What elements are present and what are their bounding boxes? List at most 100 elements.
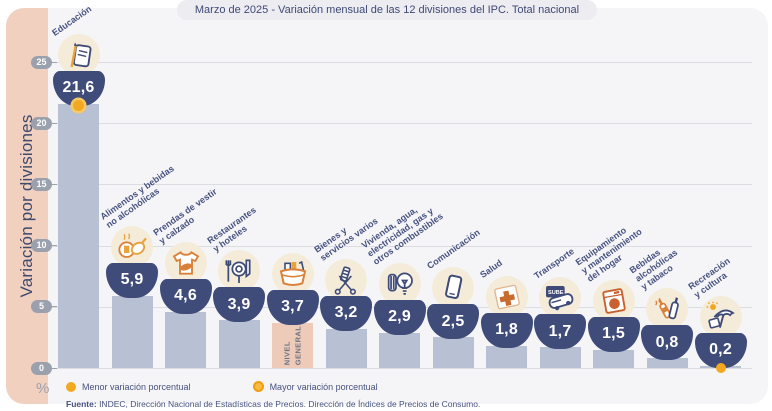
cutlery-icon [218,250,260,293]
value-bowl: 4,6 [159,278,212,314]
source-note: Fuente: INDEC, Dirección Nacional de Est… [66,399,480,409]
source-text: INDEC, Dirección Nacional de Estadística… [96,399,481,409]
value-label: 3,9 [227,295,251,313]
value-label: 4,6 [174,287,197,305]
nivel-general-bar-label: NIVEL GENERAL [282,325,303,366]
legend: Menor variación porcentual Mayor variació… [66,381,378,392]
washing-machine-icon [592,279,635,322]
food-icon [111,225,153,268]
bar-nivel-general: NIVEL GENERAL [272,322,313,368]
value-bowl: 0,8 [641,325,693,361]
division-badge: 1,5 [587,279,640,352]
division-badge: 0,8 [641,288,693,361]
bar [539,347,581,368]
value-bowl: 2,9 [373,299,426,335]
y-axis-tick: 20 [31,116,57,130]
chart-card: Variación por divisiones Marzo de 2025 -… [6,0,768,409]
gridline [52,123,752,125]
value-bowl: 21,6 [52,70,105,106]
value-bowl: 1,7 [534,314,586,350]
value-bowl: 3,9 [213,287,265,323]
value-label: 1,5 [602,325,625,343]
value-bowl: 2,5 [427,304,479,340]
value-bowl: 3,7 [266,289,319,325]
value-label: 21,6 [62,79,95,97]
bar [325,328,367,368]
gridline [52,62,752,63]
division-badge: 3,2 [320,258,372,331]
y-axis-band: Variación por divisiones [6,8,48,404]
division-badge: SUBE 1,7 [534,277,586,350]
value-label: 2,9 [388,308,411,325]
value-label: 0,8 [655,333,679,351]
chart-title: Marzo de 2025 - Variación mensual de las… [176,0,598,20]
value-bowl: 1,8 [480,312,533,348]
division-badge: 2,5 [427,267,479,340]
lightbulb-icon [378,262,421,305]
first-aid-icon [485,275,528,318]
value-label: 2,5 [441,312,465,330]
source-label: Fuente: [66,399,97,409]
division-label: Transporte [531,246,576,282]
bar [486,345,527,368]
y-axis-tick: 25 [31,55,57,69]
gridline [52,245,752,247]
legend-item: Menor variación porcentual [66,381,191,392]
division-badge: 3,9 [213,250,265,323]
value-label: 5,9 [120,271,144,289]
menor-legend-dot-icon [66,381,76,392]
value-bowl: 5,9 [106,262,158,298]
mayor-legend-dot-icon [252,381,264,392]
bus-sube-icon: SUBE [539,277,581,320]
gridline [52,184,752,186]
svg-text:SUBE: SUBE [548,290,564,296]
gridline [52,368,752,369]
division-label: Recreación y cultura [686,255,732,300]
menor-variacion-marker [715,362,726,373]
bar [218,320,260,368]
division-label: Vivienda, agua, electricidad, gas y otro… [359,204,445,267]
value-bowl: 3,2 [320,295,372,331]
bottles-icon [646,288,688,331]
comb-scissors-icon [325,258,367,301]
bar [165,311,206,368]
y-axis-tick: 5 [31,300,57,314]
division-badge: 0,2 [694,295,747,368]
legend-item: Mayor variación porcentual [252,381,378,392]
notebook-pencil-icon [57,33,100,76]
value-bowl: 0,2 [694,332,747,368]
y-axis-tick: 0 [31,361,57,375]
value-label: 1,7 [548,322,572,340]
tshirt-icon [164,241,207,284]
y-axis-title: Variación por divisiones [17,114,36,298]
bar [111,295,153,368]
percent-unit-label: % [36,380,50,397]
value-label: 3,7 [281,298,304,316]
bar [379,332,420,368]
mayor-variacion-marker [73,100,84,112]
y-axis-tick: 10 [31,239,57,253]
division-label: Educación [50,3,94,38]
legend-label: Mayor variación porcentual [269,381,378,392]
value-bowl: 1,5 [587,316,640,352]
bar [646,358,688,368]
legend-label: Menor variación porcentual [82,381,191,392]
division-label: Comunicación [424,227,482,272]
division-label: Restaurantes y hoteles [204,205,258,255]
division-badge: 1,8 [480,275,533,348]
bar [58,103,99,368]
bar [593,349,634,368]
value-label: 3,2 [334,304,358,322]
division-badge: 5,9 [106,225,158,298]
division-badge: 4,6 [159,241,212,314]
umbrella-sun-icon [699,295,742,338]
division-badge: 21,6 [52,33,105,106]
y-axis-tick: 15 [31,177,57,191]
value-label: 1,8 [495,321,518,339]
smartphone-icon [432,267,474,310]
bar [432,337,474,368]
division-badge: 3,7 [266,252,319,325]
division-badge: 2,9 [373,262,426,335]
shopping-basket-icon [271,252,314,295]
